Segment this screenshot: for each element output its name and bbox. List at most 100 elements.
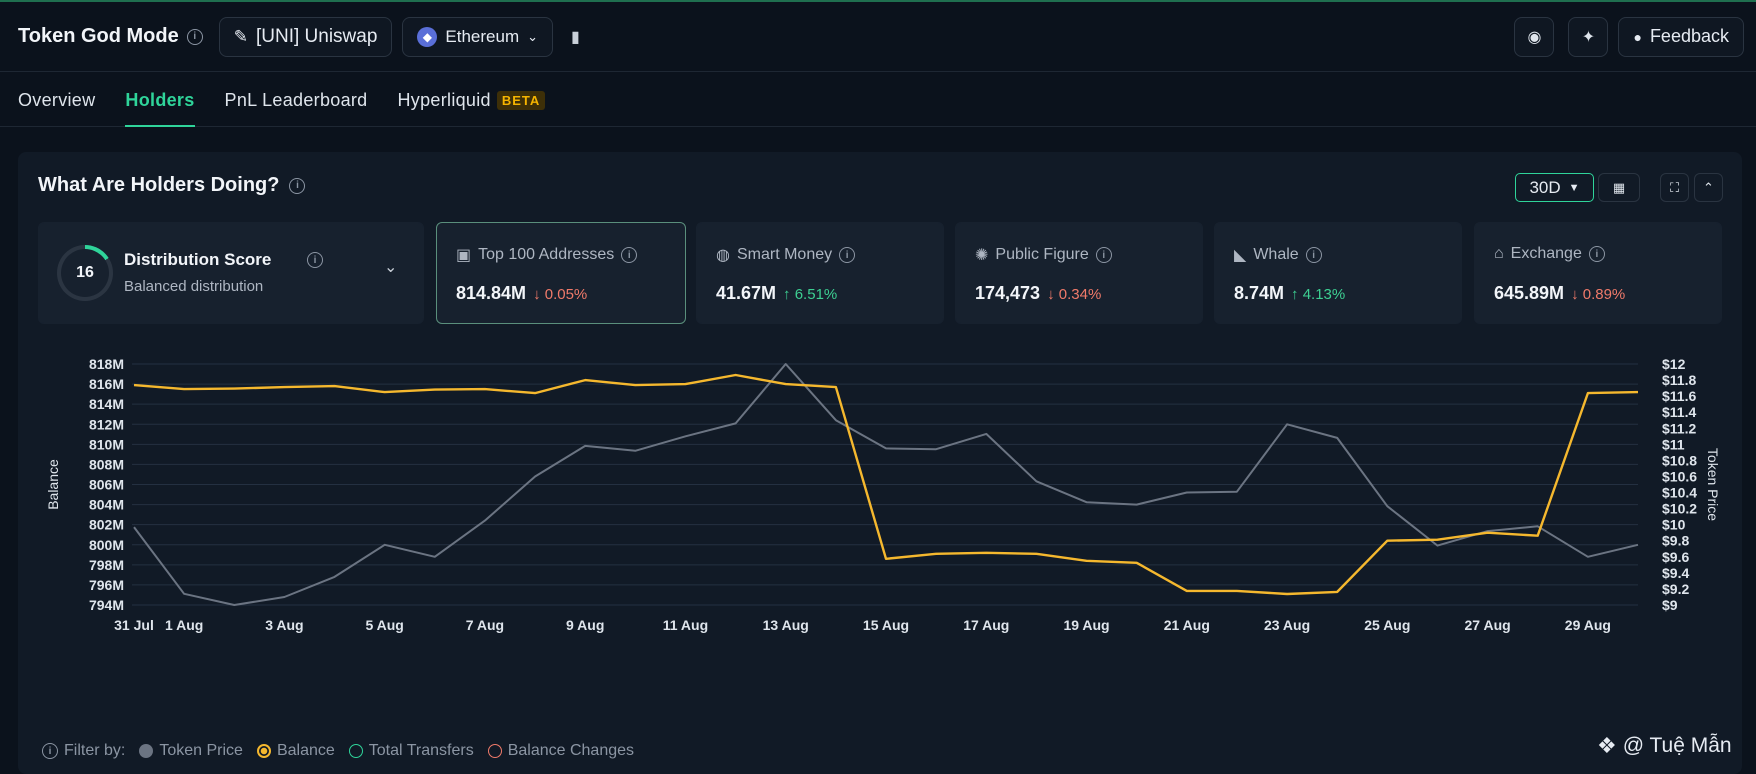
network-label: Ethereum	[445, 26, 520, 46]
section-title-text: What Are Holders Doing?	[38, 174, 280, 196]
info-icon[interactable]: i	[1588, 246, 1605, 262]
info-icon[interactable]: i	[307, 252, 323, 268]
network-dropdown[interactable]: ◆ Ethereum ⌄	[402, 16, 554, 57]
tab-label: Overview	[18, 89, 96, 110]
stat-label: ◍ Smart Money i	[716, 245, 856, 265]
x-tick-label: 31 Jul	[114, 617, 154, 633]
change-down: ↓ 0.89%	[1571, 286, 1626, 303]
top-accent-line	[0, 0, 1756, 2]
distribution-sub: Balanced distribution	[124, 278, 264, 295]
stat-value: 174,473 ↓ 0.34%	[975, 283, 1102, 303]
series-line-token-price	[133, 363, 1639, 606]
tab-pnl-leaderboard[interactable]: PnL Leaderboard	[225, 73, 368, 127]
legend-dot	[139, 744, 154, 758]
y2-tick-label: $9.8	[1662, 533, 1689, 549]
tab-overview[interactable]: Overview	[18, 73, 95, 127]
tab-bar: Overview Holders PnL Leaderboard Hyperli…	[0, 73, 1756, 127]
section-title: What Are Holders Doing? i	[38, 174, 306, 197]
x-tick-label: 3 Aug	[265, 617, 303, 633]
period-dropdown[interactable]: 30D ▼	[1515, 173, 1594, 202]
change-up: ↑ 4.13%	[1291, 286, 1346, 303]
brain-icon: ◍	[716, 247, 730, 264]
info-icon[interactable]: i	[289, 177, 306, 194]
x-tick-label: 27 Aug	[1465, 617, 1511, 633]
distribution-score-card[interactable]: 16 Distribution Score i Balanced distrib…	[38, 222, 424, 324]
header-bar: Token God Mode i ✎ [UNI] Uniswap ◆ Ether…	[0, 2, 1756, 72]
y-tick-label: 808M	[89, 456, 124, 472]
x-tick-label: 25 Aug	[1364, 617, 1410, 633]
x-tick-label: 5 Aug	[365, 617, 403, 633]
chevron-down-icon: ⌄	[527, 28, 539, 44]
score-ring: 16	[57, 245, 113, 301]
change-down: ↓ 0.05%	[533, 286, 588, 303]
change-down: ↓ 0.34%	[1047, 286, 1102, 303]
stat-card-top-100[interactable]: ▣ Top 100 Addresses i 814.84M ↓ 0.05%	[436, 222, 686, 324]
stat-value: 645.89M ↓ 0.89%	[1494, 283, 1626, 303]
legend-balance[interactable]: Balance	[256, 742, 335, 760]
stat-card-exchange[interactable]: ⌂ Exchange i 645.89M ↓ 0.89%	[1474, 222, 1722, 324]
chevron-down-icon[interactable]: ⌄	[384, 259, 398, 276]
y-tick-label: 794M	[89, 597, 124, 613]
info-icon[interactable]: i	[621, 247, 638, 263]
y-tick-label: 802M	[89, 517, 124, 533]
y2-tick-label: $9.2	[1662, 581, 1689, 597]
stat-card-whale[interactable]: ◣ Whale i 8.74M ↑ 4.13%	[1214, 222, 1462, 324]
y2-tick-label: $10.8	[1662, 452, 1697, 468]
chat-bubble-icon: ●	[1633, 28, 1642, 45]
fullscreen-button[interactable]: ⛶	[1660, 173, 1689, 202]
y2-tick-label: $12	[1662, 356, 1686, 372]
eye-icon: ◉	[1527, 28, 1542, 46]
y-tick-label: 804M	[89, 497, 124, 513]
y-tick-label: 800M	[89, 537, 124, 553]
info-icon[interactable]: i	[186, 28, 203, 45]
change-up: ↑ 6.51%	[783, 286, 838, 303]
figure-icon: ✺	[975, 247, 989, 264]
info-icon[interactable]: i	[1095, 247, 1112, 263]
feedback-button[interactable]: ● Feedback	[1618, 16, 1744, 57]
watch-button[interactable]: ◉	[1514, 16, 1555, 57]
calendar-button[interactable]: ▦	[1598, 173, 1640, 202]
copy-icon[interactable]: ▮	[571, 28, 580, 46]
tab-hyperliquid[interactable]: Hyperliquid BETA	[398, 73, 546, 127]
legend-token-price[interactable]: Token Price	[139, 742, 243, 760]
score-value: 16	[76, 264, 94, 281]
y2-tick-label: $11	[1662, 436, 1685, 452]
collapse-button[interactable]: ⌃	[1694, 173, 1723, 202]
legend-total-transfers[interactable]: Total Transfers	[348, 742, 474, 760]
stat-label: ⌂ Exchange i	[1494, 245, 1605, 263]
info-icon[interactable]: i	[1305, 247, 1322, 263]
y-tick-label: 812M	[89, 416, 124, 432]
ethereum-icon: ◆	[417, 26, 438, 47]
y2-tick-label: $11.6	[1662, 388, 1696, 404]
y2-tick-label: $10.2	[1662, 501, 1697, 517]
x-tick-label: 19 Aug	[1063, 617, 1109, 633]
period-label: 30D	[1529, 177, 1561, 197]
legend-dot	[348, 744, 363, 758]
legend-dot	[487, 744, 502, 758]
pin-button[interactable]: ✦	[1568, 16, 1609, 57]
x-tick-label: 21 Aug	[1164, 617, 1210, 633]
x-tick-label: 11 Aug	[663, 617, 708, 633]
filter-label: Filter by:	[64, 742, 126, 759]
stat-value: 814.84M ↓ 0.05%	[456, 283, 588, 303]
y-tick-label: 810M	[89, 436, 124, 452]
legend-balance-changes[interactable]: Balance Changes	[487, 742, 634, 760]
series-line-balance	[133, 373, 1639, 596]
y-tick-label: 798M	[89, 557, 124, 573]
x-tick-label: 9 Aug	[566, 617, 604, 633]
y2-tick-label: $9.4	[1662, 565, 1689, 581]
stat-label: ▣ Top 100 Addresses i	[456, 245, 638, 265]
y2-axis-label: Token Price	[1705, 448, 1721, 521]
y2-tick-label: $11.4	[1662, 404, 1696, 420]
tab-label: PnL Leaderboard	[224, 89, 368, 110]
tab-holders[interactable]: Holders	[125, 73, 195, 127]
token-selector-button[interactable]: ✎ [UNI] Uniswap	[218, 16, 393, 57]
distribution-label: Distribution Score	[124, 250, 272, 269]
app-title: Token God Mode	[18, 25, 179, 47]
stat-card-smart-money[interactable]: ◍ Smart Money i 41.67M ↑ 6.51%	[696, 222, 944, 324]
info-icon[interactable]: i	[42, 743, 58, 759]
pencil-icon: ✎	[233, 26, 248, 46]
holders-chart[interactable]: 794M 796M 798M 800M 802M 804M 806M 808M 810M 812M…	[18, 152, 1742, 732]
info-icon[interactable]: i	[839, 247, 856, 263]
stat-card-public-figure[interactable]: ✺ Public Figure i 174,473 ↓ 0.34%	[955, 222, 1203, 324]
